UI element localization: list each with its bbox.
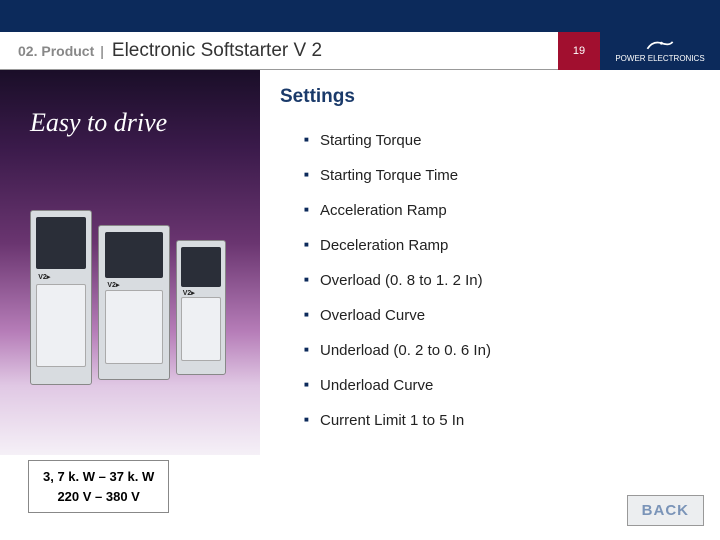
back-button[interactable]: BACK [627, 495, 704, 526]
device-large: V2▸ [30, 210, 92, 385]
page-number-value: 19 [573, 45, 585, 57]
list-item: Acceleration Ramp [304, 202, 700, 219]
list-item: Current Limit 1 to 5 In [304, 412, 700, 429]
device-group: V2▸ V2▸ V2▸ [30, 190, 230, 420]
spec-line-power: 3, 7 k. W – 37 k. W [43, 467, 154, 487]
device-label: V2▸ [38, 273, 50, 281]
logo-swoosh-icon [646, 39, 674, 53]
tagline: Easy to drive [30, 108, 167, 138]
list-item: Starting Torque Time [304, 167, 700, 184]
breadcrumb: 02. Product | Electronic Softstarter V 2 [0, 32, 558, 70]
logo-text: POWER ELECTRONICS [615, 54, 704, 63]
device-medium: V2▸ [98, 225, 170, 380]
list-item: Underload (0. 2 to 0. 6 In) [304, 342, 700, 359]
list-item: Deceleration Ramp [304, 237, 700, 254]
breadcrumb-section: 02. Product [18, 43, 94, 59]
header: 02. Product | Electronic Softstarter V 2… [0, 32, 720, 70]
device-label: V2▸ [107, 281, 119, 289]
list-item: Overload (0. 8 to 1. 2 In) [304, 272, 700, 289]
page-title: Electronic Softstarter V 2 [112, 40, 322, 62]
logo: POWER ELECTRONICS [600, 32, 720, 70]
list-item: Underload Curve [304, 377, 700, 394]
list-item: Starting Torque [304, 132, 700, 149]
spec-box: 3, 7 k. W – 37 k. W 220 V – 380 V [28, 460, 169, 513]
back-button-label: BACK [642, 502, 689, 519]
product-image-panel: Easy to drive V2▸ V2▸ V2▸ [0, 70, 260, 455]
page-number: 19 [558, 32, 600, 70]
content-area: Settings Starting Torque Starting Torque… [280, 86, 700, 447]
section-title: Settings [280, 86, 700, 108]
list-item: Overload Curve [304, 307, 700, 324]
device-small: V2▸ [176, 240, 226, 375]
spec-line-voltage: 220 V – 380 V [43, 487, 154, 507]
top-bar [0, 0, 720, 32]
logo-content: POWER ELECTRONICS [615, 39, 704, 64]
settings-list: Starting Torque Starting Torque Time Acc… [280, 132, 700, 429]
device-label: V2▸ [183, 289, 195, 297]
breadcrumb-separator: | [100, 43, 104, 59]
